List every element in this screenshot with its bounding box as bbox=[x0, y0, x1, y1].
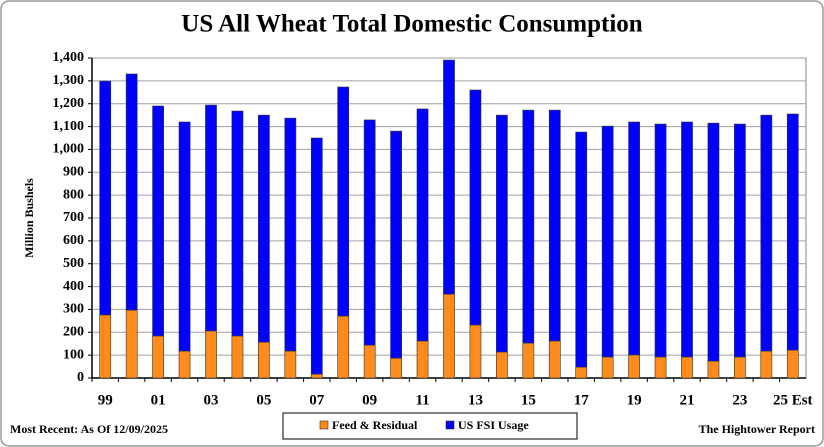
bar-segment bbox=[231, 110, 244, 337]
bar-segment bbox=[99, 80, 112, 316]
y-tick-label: 700 bbox=[63, 210, 84, 225]
bar-segment bbox=[654, 123, 667, 358]
bar-segment bbox=[734, 356, 746, 379]
y-tick-label: 1,200 bbox=[53, 96, 85, 111]
y-tick-label: 0 bbox=[77, 370, 84, 385]
y-tick-label: 900 bbox=[63, 165, 84, 180]
bar-segment bbox=[337, 315, 350, 379]
bar-segment bbox=[575, 366, 588, 379]
x-tick-label: 99 bbox=[98, 392, 113, 408]
bar-segment bbox=[575, 131, 588, 368]
bar-segment bbox=[681, 356, 693, 379]
bar-segment bbox=[258, 341, 270, 379]
bar-segment bbox=[205, 104, 217, 332]
legend-swatch bbox=[445, 420, 455, 430]
bar-segment bbox=[284, 117, 297, 352]
bar-segment bbox=[628, 354, 640, 379]
bar-segment bbox=[760, 350, 773, 379]
bar-segment bbox=[310, 137, 323, 375]
bar-segment bbox=[99, 314, 112, 379]
legend-swatch bbox=[319, 420, 329, 430]
x-tick-label: 05 bbox=[256, 392, 271, 408]
bar-segment bbox=[760, 114, 773, 352]
bar-segment bbox=[337, 86, 350, 317]
bar-segment bbox=[258, 114, 270, 343]
x-tick-label: 23 bbox=[732, 392, 747, 408]
bar-segment bbox=[654, 356, 667, 379]
x-tick-label: 19 bbox=[627, 392, 642, 408]
chart-title: US All Wheat Total Domestic Consumption bbox=[181, 11, 643, 38]
bar-segment bbox=[601, 125, 614, 358]
bar-segment bbox=[469, 89, 482, 326]
bar-segment bbox=[469, 324, 482, 379]
y-axis-label: Million Bushels bbox=[22, 178, 36, 258]
x-tick-label: 03 bbox=[204, 392, 219, 408]
x-tick-label: 13 bbox=[468, 392, 483, 408]
x-tick-label: 15 bbox=[521, 392, 536, 408]
y-tick-label: 1,300 bbox=[53, 73, 85, 88]
bar-segment bbox=[601, 356, 614, 379]
bar-segment bbox=[178, 350, 191, 379]
bar-segment bbox=[707, 122, 720, 362]
legend-box bbox=[282, 412, 578, 440]
bar-segment bbox=[548, 340, 561, 379]
bar-segment bbox=[152, 105, 164, 337]
bar-segment bbox=[496, 114, 508, 353]
bar-segment bbox=[390, 130, 402, 359]
y-tick-label: 1,000 bbox=[53, 142, 85, 157]
bar-segment bbox=[443, 293, 455, 379]
y-tick-label: 100 bbox=[63, 347, 84, 362]
bar-segment bbox=[284, 350, 297, 379]
bar-segment bbox=[416, 340, 429, 379]
y-tick-label: 300 bbox=[63, 302, 84, 317]
bar-segment bbox=[152, 335, 164, 379]
bar-segment bbox=[548, 109, 561, 342]
legend-label: Feed & Residual bbox=[332, 418, 418, 432]
x-tick-label: 07 bbox=[309, 392, 325, 408]
bar-segment bbox=[125, 73, 138, 311]
y-tick-label: 800 bbox=[63, 187, 84, 202]
bar-segment bbox=[363, 119, 376, 346]
y-tick-label: 200 bbox=[63, 325, 84, 340]
bar-segment bbox=[786, 349, 799, 379]
bar-segment bbox=[522, 342, 535, 379]
bar-segment bbox=[443, 59, 455, 295]
x-tick-label: 21 bbox=[680, 392, 695, 408]
bar-segment bbox=[681, 121, 693, 358]
bar-segment bbox=[734, 123, 746, 358]
y-tick-label: 1,100 bbox=[53, 119, 85, 134]
bar-segment bbox=[125, 309, 138, 379]
bar-segment bbox=[628, 121, 640, 356]
x-tick-label: 17 bbox=[574, 392, 590, 408]
bar-segment bbox=[416, 108, 429, 342]
bar-segment bbox=[707, 360, 720, 379]
bar-segment bbox=[390, 357, 402, 379]
legend-label: US FSI Usage bbox=[458, 418, 529, 432]
footnote-right: The Hightower Report bbox=[699, 422, 815, 436]
bar-segment bbox=[205, 330, 217, 379]
bar-segment bbox=[231, 335, 244, 379]
x-tick-label: 01 bbox=[151, 392, 166, 408]
bar-segment bbox=[786, 113, 799, 351]
footnote-left: Most Recent: As Of 12/09/2025 bbox=[10, 422, 168, 436]
bar-segment bbox=[496, 351, 508, 379]
y-tick-label: 500 bbox=[63, 256, 84, 271]
x-tick-label: 11 bbox=[415, 392, 429, 408]
bar-segment bbox=[178, 121, 191, 352]
bar-segment bbox=[522, 109, 535, 344]
x-tick-label: 09 bbox=[362, 392, 377, 408]
y-tick-label: 600 bbox=[63, 233, 84, 248]
bar-segment bbox=[310, 373, 323, 379]
y-tick-label: 1,400 bbox=[53, 50, 85, 65]
y-tick-label: 400 bbox=[63, 279, 84, 294]
bar-segment bbox=[363, 344, 376, 379]
x-tick-label: 25 Est bbox=[773, 392, 813, 408]
